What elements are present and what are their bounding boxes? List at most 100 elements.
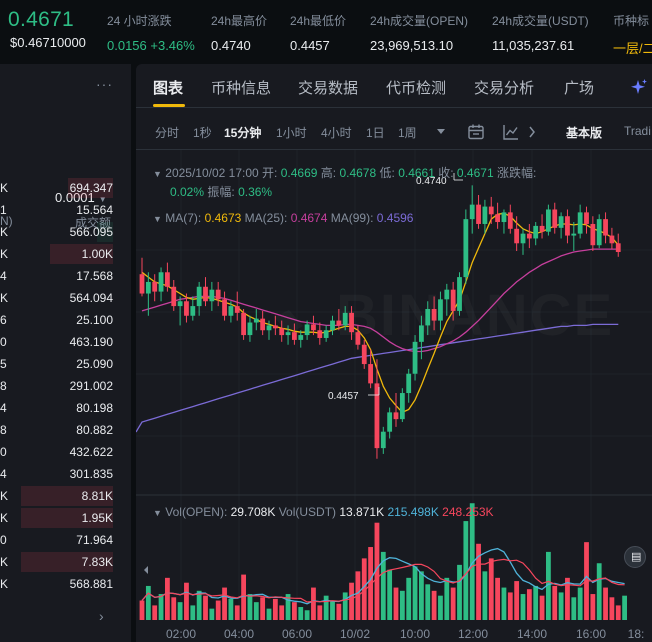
trade-amount: K — [0, 511, 9, 525]
tab-token-info[interactable]: 币种信息 — [211, 80, 272, 97]
volume-bar — [349, 582, 354, 620]
candle — [558, 212, 564, 239]
ma25-line — [141, 248, 619, 353]
chevron-right-icon[interactable]: › — [99, 608, 104, 624]
volume-bar — [336, 603, 342, 620]
volume-bar — [317, 605, 323, 620]
trade-row: 4 80.198 — [0, 397, 131, 419]
time-axis-label: 16:00 — [576, 627, 606, 641]
trade-turnover: 25.100 — [76, 313, 113, 327]
active-tab-indicator — [153, 104, 185, 107]
chevron-right-icon[interactable] — [528, 126, 536, 138]
more-options-icon[interactable]: ··· — [96, 76, 113, 92]
trade-row: 4 301.835 — [0, 463, 131, 485]
ohlc-info: ▼ 2025/10/02 17:00 开: 0.4669 高: 0.4678 低… — [153, 164, 536, 181]
candle-body — [298, 335, 304, 340]
collapse-caret-icon[interactable]: ▼ — [153, 169, 162, 179]
volume-bar — [615, 605, 621, 620]
column-header-turnover: 成交额 — [75, 216, 112, 230]
candle — [482, 199, 488, 234]
candle — [596, 214, 602, 249]
volume-bar — [495, 577, 500, 620]
volume-bar — [158, 594, 164, 620]
volume-bar — [552, 585, 558, 620]
tab-trade-analysis[interactable]: 交易分析 — [474, 80, 535, 97]
depth-bar — [50, 244, 113, 264]
volume-bar — [209, 608, 215, 620]
volume-ma1-line — [141, 547, 625, 605]
candle — [539, 214, 545, 239]
interval-15m[interactable]: 15分钟 — [224, 126, 262, 140]
interval-1w[interactable]: 1周 — [398, 126, 417, 140]
stat-24h-change: 24 小时涨跌 0.0156 +3.46% — [107, 12, 195, 53]
trade-amount: 8 — [0, 423, 7, 437]
calendar-icon[interactable] — [467, 123, 485, 141]
column-header-amount: N) — [0, 214, 13, 228]
volume-ma2-line — [141, 558, 625, 603]
candle-body — [228, 306, 234, 316]
stat-token-tag[interactable]: 币种标 一层/二 — [613, 12, 652, 57]
ohlc-datetime: 2025/10/02 17:00 — [165, 166, 259, 180]
scroll-left-icon[interactable] — [144, 566, 148, 574]
volume-bar — [546, 551, 551, 620]
candle-body — [342, 312, 348, 326]
trade-row: 0 71.964 — [0, 529, 131, 551]
trade-row: 0 432.622 — [0, 441, 131, 463]
interval-1d[interactable]: 1日 — [366, 126, 385, 140]
candle — [488, 196, 494, 224]
volume-bar — [215, 600, 221, 620]
time-axis-label: 02:00 — [166, 627, 196, 641]
tab-square[interactable]: 广场 — [564, 80, 595, 97]
volume-bar — [285, 594, 291, 620]
volume-bar — [520, 594, 526, 620]
event-notes-button[interactable]: ▤ — [624, 546, 646, 568]
candle — [336, 308, 342, 331]
chart-area[interactable]: BINANCE 02:00 04:00 06:00 10/02 10:00 12:00 14… — [135, 149, 652, 642]
interval-dropdown-icon[interactable] — [436, 128, 446, 136]
high-marker-label: 0.4740 — [416, 176, 447, 187]
candle — [171, 280, 177, 311]
ai-sparkle-icon[interactable] — [630, 78, 648, 96]
candle-body — [387, 412, 393, 432]
collapse-caret-icon[interactable]: ▼ — [153, 214, 162, 224]
candle-body — [406, 373, 412, 394]
view-tradingview[interactable]: Tradi — [624, 124, 651, 138]
tab-chart[interactable]: 图表 — [153, 80, 184, 97]
candle — [552, 202, 558, 234]
candle-body — [158, 272, 164, 292]
tab-token-check[interactable]: 代币检测 — [386, 80, 447, 97]
volume-bar — [425, 584, 431, 620]
usd-price: $0.46710000 — [10, 35, 86, 50]
volume-bars — [139, 503, 627, 620]
candle-body — [336, 320, 342, 326]
depth-bar — [21, 552, 113, 572]
interval-1h[interactable]: 1小时 — [276, 126, 307, 140]
candle-body — [368, 364, 373, 384]
precision-select[interactable]: 0.0001 ▼ — [55, 190, 107, 205]
high-label: 高: — [320, 166, 337, 180]
volume-bar — [419, 571, 424, 620]
watermark: BINANCE — [336, 283, 614, 348]
candle — [253, 308, 259, 331]
candlestick-chart[interactable]: BINANCE 02:00 04:00 06:00 10/02 10:00 12:00 14… — [135, 150, 652, 642]
tab-trade-data[interactable]: 交易数据 — [298, 80, 359, 97]
volume-bar — [292, 602, 297, 620]
open-value: 0.4669 — [280, 166, 318, 180]
collapse-caret-icon[interactable]: ▼ — [153, 508, 162, 518]
moving-average-lines — [135, 212, 619, 433]
volume-bar — [228, 598, 234, 620]
volume-bar — [222, 587, 227, 620]
low-value: 0.4661 — [398, 166, 435, 180]
interval-time[interactable]: 分时 — [155, 126, 180, 140]
candle — [609, 227, 615, 250]
volume-bar — [266, 608, 272, 620]
interval-1s[interactable]: 1秒 — [193, 126, 212, 140]
candle-body — [546, 209, 551, 232]
interval-4h[interactable]: 4小时 — [321, 126, 352, 140]
trade-turnover: 694.347 — [69, 181, 113, 195]
ma99-label: MA(99): — [330, 211, 374, 225]
volume-bar — [565, 577, 570, 620]
candle — [361, 339, 367, 369]
view-basic[interactable]: 基本版 — [566, 126, 603, 140]
indicator-icon[interactable] — [502, 123, 520, 141]
